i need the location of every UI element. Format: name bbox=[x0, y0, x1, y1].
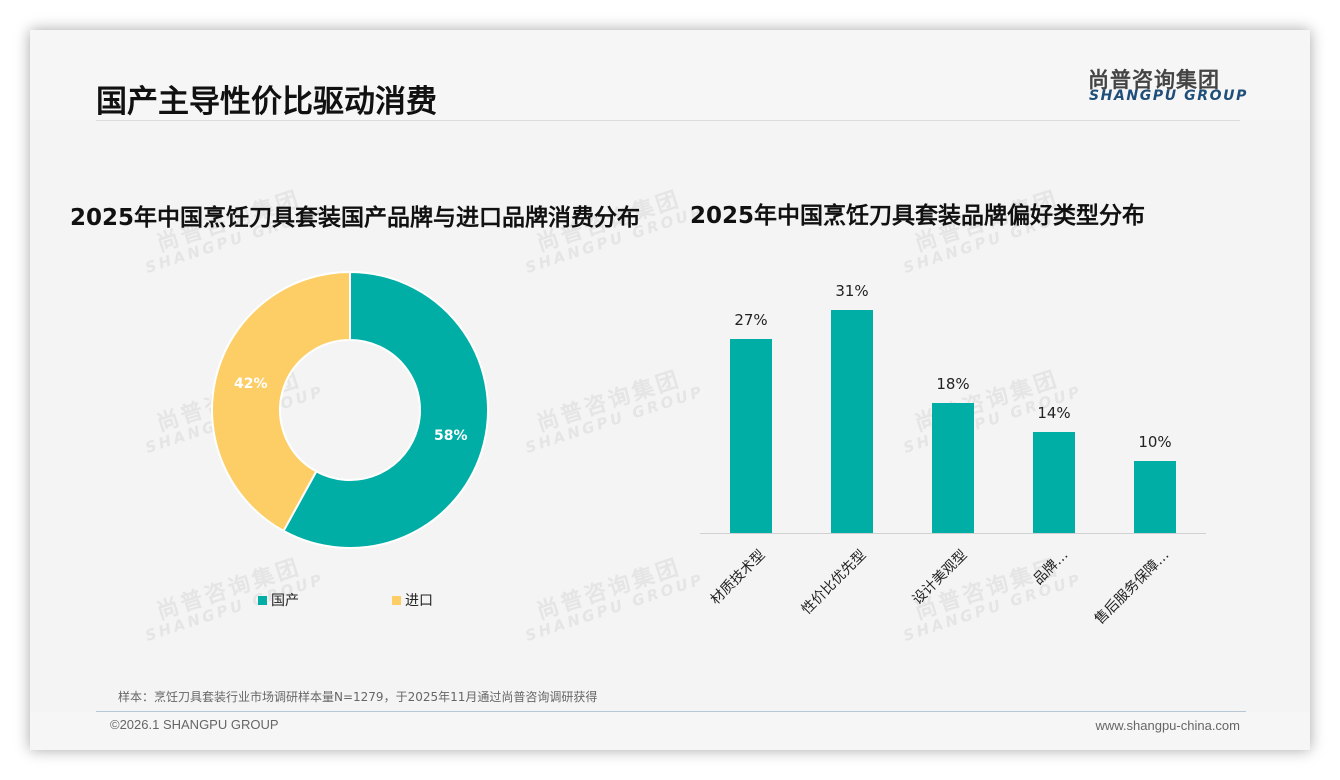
x-axis-category-label: 材质技术型 bbox=[707, 547, 769, 608]
website-link[interactable]: www.shangpu-china.com bbox=[1095, 718, 1240, 733]
bar bbox=[932, 403, 974, 533]
copyright: ©2026.1 SHANGPU GROUP bbox=[110, 717, 279, 732]
donut-slice-domestic bbox=[282, 270, 489, 549]
company-logo-en: SHANGPU GROUP bbox=[1089, 88, 1248, 104]
slide: 尚普咨询集团 SHANGPU GROUP 尚普咨询集团 SHANGPU GROUP … bbox=[30, 30, 1310, 750]
legend-label: 国产 bbox=[271, 593, 299, 609]
legend-item-domestic: 国产 bbox=[258, 590, 299, 610]
bar-chart-title: 2025年中国烹饪刀具套装品牌偏好类型分布 bbox=[690, 203, 1146, 229]
x-axis-line bbox=[700, 533, 1206, 534]
donut-chart: 58% 42% bbox=[210, 270, 490, 550]
legend-swatch-imported bbox=[392, 595, 401, 605]
x-axis-category-label: 售后服务保障… bbox=[1091, 547, 1173, 628]
bar bbox=[730, 338, 772, 533]
bar-value-label: 18% bbox=[936, 375, 970, 394]
company-logo-cn: 尚普咨询集团 bbox=[1088, 68, 1220, 92]
x-axis-category-label: 品牌… bbox=[1030, 547, 1072, 589]
legend-item-imported: 进口 bbox=[392, 590, 433, 610]
x-axis-category-label: 性价比优先型 bbox=[798, 547, 870, 618]
donut-label-domestic: 58% bbox=[434, 428, 468, 444]
bar-value-label: 10% bbox=[1138, 433, 1172, 451]
bar bbox=[1134, 461, 1176, 533]
bar-chart: 27% 材质技术型 31% 性价比优先型 18% 设计美观型 14% 品牌… 10% 售后服务保障… bbox=[700, 270, 1210, 670]
legend-label: 进口 bbox=[405, 593, 433, 609]
donut-chart-title: 2025年中国烹饪刀具套装国产品牌与进口品牌消费分布 bbox=[69, 205, 640, 231]
footer-band bbox=[30, 712, 1310, 750]
donut-slice-imported bbox=[211, 270, 351, 533]
x-axis-category-label: 设计美观型 bbox=[909, 547, 971, 608]
donut-chart-svg bbox=[211, 270, 489, 549]
bar bbox=[831, 309, 873, 533]
bar-value-label: 14% bbox=[1037, 404, 1071, 423]
footer-divider bbox=[96, 711, 1246, 712]
header-divider bbox=[96, 120, 1240, 121]
bar bbox=[1033, 432, 1075, 533]
donut-label-imported: 42% bbox=[234, 376, 268, 392]
legend-swatch-domestic bbox=[258, 595, 267, 605]
bar-value-label: 31% bbox=[835, 281, 869, 300]
sample-note: 样本：烹饪刀具套装行业市场调研样本量N=1279，于2025年11月通过尚普咨询… bbox=[118, 690, 598, 704]
header-band bbox=[30, 30, 1310, 120]
page-title: 国产主导性价比驱动消费 bbox=[96, 84, 437, 120]
bar-value-label: 27% bbox=[734, 310, 768, 329]
